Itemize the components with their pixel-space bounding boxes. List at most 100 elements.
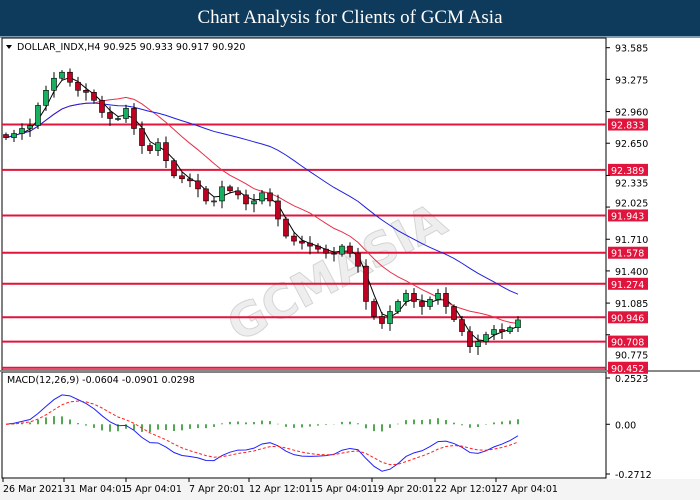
bullish-candle [483,334,489,342]
bearish-candle [195,180,201,190]
bullish-candle [211,200,217,203]
time-tick-label: 12 Apr 12:01 [249,484,311,495]
bearish-candle [355,252,361,267]
level-price-tag [608,335,648,348]
bearish-candle [379,316,385,324]
bearish-candle [419,301,425,307]
bullish-candle [219,186,225,202]
bearish-candle [163,142,169,161]
price-tick-label: 92.650 [615,139,648,150]
bearish-candle [363,265,369,302]
time-tick-label: 15 Apr 04:01 [311,484,373,495]
level-price-tag [608,311,648,324]
bearish-candle [275,200,281,220]
bearish-candle [243,194,249,205]
symbol-info: DOLLAR_INDX,H4 90.925 90.933 90.917 90.9… [17,42,245,53]
bearish-candle [267,192,273,202]
bearish-candle [291,235,297,242]
panel-separator [0,370,700,372]
bearish-candle [451,306,457,320]
level-price-tag [608,361,648,374]
level-price-label: 90.708 [611,338,644,349]
bullish-candle [155,142,161,151]
bullish-candle [51,77,57,91]
header-divider [0,36,700,38]
bullish-candle [491,329,497,335]
bearish-candle [171,160,177,177]
bearish-candle [411,293,417,302]
time-tick-label: 7 Apr 20:01 [189,484,245,495]
bullish-candle [475,341,481,347]
bearish-candle [459,319,465,332]
price-tick-label: 91.085 [615,299,648,310]
bullish-candle [427,299,433,307]
bearish-candle [499,329,505,332]
level-price-label: 92.389 [611,166,644,177]
bullish-candle [403,293,409,302]
bearish-candle [371,301,377,317]
level-price-label: 92.833 [611,121,644,132]
bullish-candle [35,105,41,126]
level-price-tag [608,277,648,290]
time-tick-label: 19 Apr 20:01 [372,484,434,495]
level-price-label: 91.578 [611,249,644,260]
chart-frame [0,37,700,500]
level-price-tag [608,209,648,222]
macd-panel-border [1,371,607,479]
time-tick-label: 27 Apr 04:01 [496,484,558,495]
bearish-candle [347,245,353,254]
bearish-candle [3,134,9,138]
bearish-candle [283,218,289,237]
dropdown-arrow-icon[interactable] [6,45,12,49]
level-price-label: 90.452 [611,364,644,375]
chart-title: Chart Analysis for Clients of GCM Asia [0,0,700,36]
level-price-label: 91.274 [611,280,644,291]
bearish-candle [187,178,193,182]
macd-line [5,394,519,472]
level-price-tag [608,246,648,259]
price-tick-label: 90.775 [615,350,648,361]
time-tick-label: 5 Apr 04:01 [126,484,182,495]
macd-tick-label: 0.00 [615,420,636,431]
bearish-candle [147,145,153,151]
price-tick-label: 93.275 [615,75,648,86]
bearish-candle [83,90,89,93]
bearish-candle [75,81,81,91]
bullish-candle [43,90,49,106]
bearish-candle [315,245,321,250]
price-tick-label: 92.335 [615,178,648,189]
bullish-candle [251,200,257,205]
bearish-candle [67,71,73,83]
price-tick-label: 91.710 [615,235,648,246]
bullish-candle [339,245,345,255]
time-tick-label: 31 Mar 04:01 [64,484,127,495]
macd-tick-label: 0.2523 [615,374,648,385]
bearish-candle [227,186,233,192]
level-price-tag [608,163,648,176]
macd-label: MACD(12,26,9) -0.0604 -0.0901 0.0298 [7,375,195,386]
bullish-candle [11,133,17,138]
bullish-candle [259,192,265,202]
bullish-candle [27,125,33,129]
bearish-candle [139,128,145,146]
bearish-candle [131,108,137,129]
bearish-candle [443,293,449,307]
bullish-candle [507,327,513,332]
bearish-candle [467,331,473,347]
bullish-candle [515,319,521,328]
bearish-candle [179,175,185,180]
macd-signal-line [5,400,519,466]
bullish-candle [123,108,129,119]
time-tick-label: 26 Mar 2021 [3,484,63,495]
bearish-candle [299,240,305,244]
bullish-candle [59,71,65,79]
moving-average-line [5,102,519,295]
bullish-candle [387,311,393,324]
price-tick-label: 93.585 [615,44,648,55]
level-price-tag [608,118,648,131]
price-tick-label: 91.400 [615,267,648,278]
level-price-label: 90.946 [611,313,644,324]
bullish-candle [395,301,401,312]
bearish-candle [307,242,313,247]
